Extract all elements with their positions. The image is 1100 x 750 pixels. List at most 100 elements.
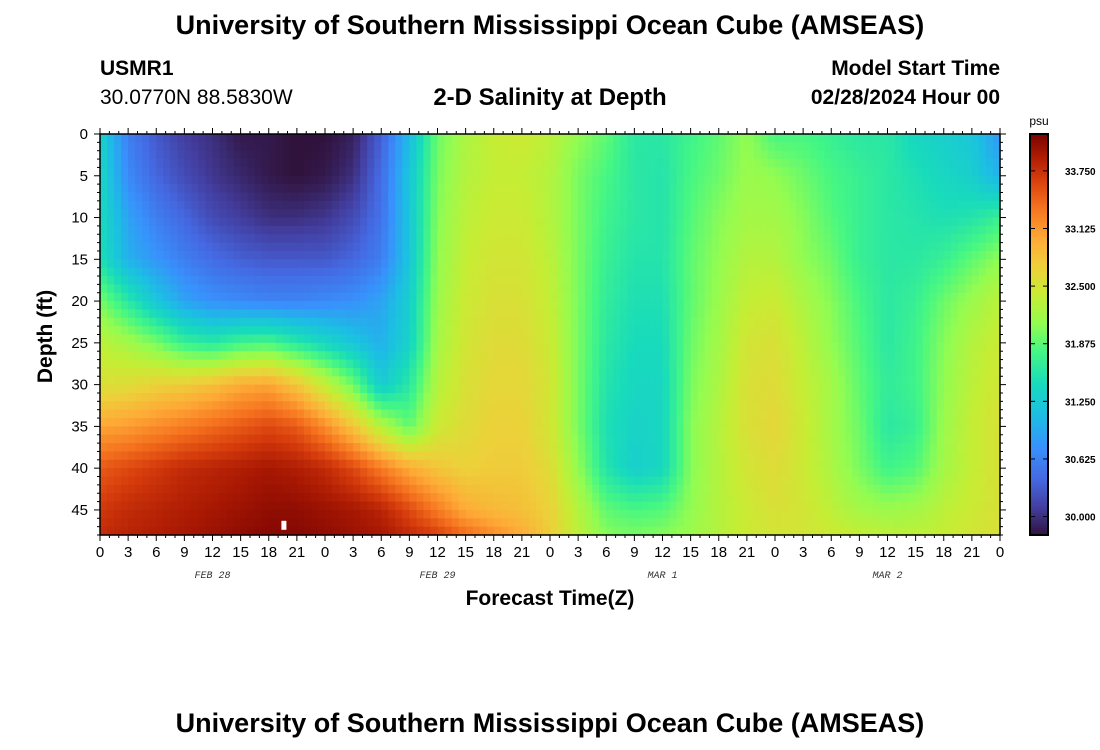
heatmap-cell [184,267,193,277]
heatmap-cell [873,301,882,311]
heatmap-cell [191,342,200,352]
heatmap-cell [634,284,643,294]
heatmap-cell [915,359,924,369]
heatmap-cell [908,309,917,319]
heatmap-cell [606,142,614,152]
heatmap-cell [247,200,256,210]
heatmap-cell [388,150,396,160]
heatmap-cell [233,426,242,436]
heatmap-cell [915,259,924,269]
heatmap-cell [430,309,439,319]
heatmap-cell [859,276,868,285]
heatmap-cell [648,301,657,311]
heatmap-cell [908,184,917,194]
heatmap-cell [514,250,523,260]
heatmap-cell [535,200,544,210]
heatmap-cell [317,250,326,260]
heatmap-cell [929,409,938,419]
heatmap-cell [760,167,769,177]
heatmap-cell [697,284,706,294]
heatmap-cell [367,159,375,169]
heatmap-cell [838,443,846,453]
heatmap-cell [493,351,502,361]
heatmap-cell [887,384,896,394]
heatmap-cell [648,418,657,427]
heatmap-cell [275,359,284,369]
heatmap-cell [606,317,614,327]
heatmap-cell [859,434,868,444]
heatmap-cell [922,250,931,260]
heatmap-cell [296,309,305,319]
heatmap-cell [915,367,924,377]
heatmap-cell [535,367,544,377]
heatmap-cell [964,426,973,436]
heatmap-cell [641,242,650,252]
heatmap-cell [254,200,263,210]
heatmap-cell [325,342,333,352]
heatmap-cell [317,150,326,160]
heatmap-cell [852,142,860,152]
heatmap-cell [163,234,171,244]
heatmap-cell [325,309,333,319]
heatmap-cell [817,434,825,444]
heatmap-cell [261,401,270,411]
heatmap-cell [929,451,938,461]
heatmap-cell [943,134,952,143]
heatmap-cell [908,276,917,285]
heatmap-cell [149,367,157,377]
heatmap-cell [198,175,207,185]
heatmap-cell [894,134,903,143]
heatmap-cell [915,418,924,427]
heatmap-cell [416,284,425,294]
heatmap-cell [198,259,207,269]
heatmap-cell [528,167,537,177]
heatmap-cell [824,234,832,244]
heatmap-cell [437,276,446,285]
heatmap-cell [599,292,607,302]
heatmap-cell [332,326,340,336]
heatmap-cell [655,159,664,169]
heatmap-cell [535,234,544,244]
heatmap-cell [845,209,853,219]
heatmap-cell [114,184,122,194]
heatmap-cell [205,359,214,369]
heatmap-cell [353,376,361,386]
heatmap-cell [528,309,537,319]
heatmap-cell [620,276,628,285]
heatmap-cell [423,292,432,302]
heatmap-cell [627,342,635,352]
heatmap-cell [915,426,924,436]
heatmap-cell [254,234,263,244]
heatmap-cell [936,418,945,427]
heatmap-cell [479,167,488,177]
heatmap-cell [641,276,650,285]
heatmap-cell [838,267,846,277]
heatmap-cell [592,150,600,160]
heatmap-cell [550,175,558,185]
heatmap-cell [451,443,460,453]
heatmap-cell [310,142,319,152]
heatmap-cell [950,426,959,436]
heatmap-cell [310,150,319,160]
heatmap-cell [817,451,825,461]
heatmap-cell [873,392,882,402]
heatmap-cell [803,443,811,453]
heatmap-cell [114,159,122,169]
heatmap-cell [423,443,432,453]
heatmap-cell [732,142,741,152]
heatmap-cell [957,376,966,386]
heatmap-cell [585,225,593,235]
heatmap-cell [121,376,129,386]
heatmap-cell [655,409,664,419]
heatmap-cell [725,142,734,152]
heatmap-cell [289,292,298,302]
heatmap-cell [219,184,228,194]
heatmap-cell [388,225,396,235]
heatmap-cell [388,401,396,411]
heatmap-cell [789,376,797,386]
heatmap-cell [985,159,994,169]
heatmap-cell [184,175,193,185]
heatmap-cell [824,200,832,210]
heatmap-cell [268,317,277,327]
heatmap-cell [564,434,572,444]
